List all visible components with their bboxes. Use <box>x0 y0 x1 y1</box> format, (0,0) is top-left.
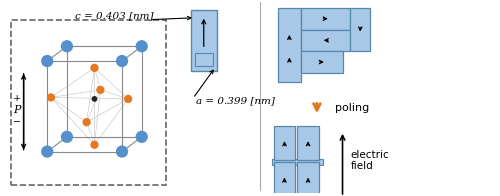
Bar <box>274 162 295 196</box>
Text: −: − <box>12 118 21 127</box>
Circle shape <box>42 56 52 66</box>
Bar <box>301 51 343 73</box>
Circle shape <box>136 131 147 142</box>
Text: c = 0.403 [nm]: c = 0.403 [nm] <box>75 11 154 20</box>
Circle shape <box>116 146 128 157</box>
Text: +: + <box>12 94 21 103</box>
Text: poling: poling <box>334 103 369 113</box>
Circle shape <box>48 94 54 101</box>
Bar <box>350 8 370 51</box>
Bar <box>272 160 323 165</box>
Bar <box>274 126 295 161</box>
Text: electric
field: electric field <box>350 150 389 171</box>
Circle shape <box>124 95 132 102</box>
Bar <box>195 53 212 66</box>
Bar <box>191 10 216 71</box>
Circle shape <box>62 131 72 142</box>
Circle shape <box>91 64 98 71</box>
Bar <box>301 30 350 51</box>
Text: P: P <box>13 105 20 115</box>
Bar <box>297 162 319 196</box>
Circle shape <box>62 41 72 52</box>
Circle shape <box>116 56 128 66</box>
Circle shape <box>92 97 96 101</box>
Bar <box>301 8 350 30</box>
Circle shape <box>91 141 98 148</box>
Circle shape <box>136 41 147 52</box>
Circle shape <box>42 146 52 157</box>
Circle shape <box>97 86 104 93</box>
Bar <box>278 8 301 82</box>
Bar <box>11 20 166 185</box>
Circle shape <box>83 119 90 126</box>
Bar <box>297 126 319 161</box>
Text: a = 0.399 [nm]: a = 0.399 [nm] <box>196 96 274 105</box>
